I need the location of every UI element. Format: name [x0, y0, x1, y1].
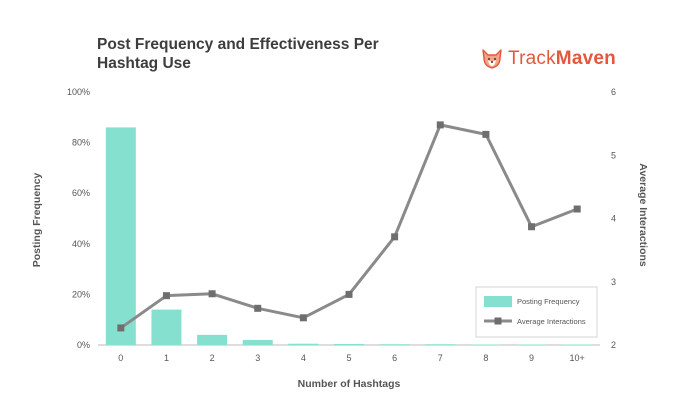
y-axis-title-right: Average Interactions	[637, 163, 649, 267]
line-point-2	[208, 290, 216, 298]
y-tick-right: 2	[611, 340, 616, 350]
y-tick-left: 0%	[77, 340, 90, 350]
legend-label-average-interactions: Average Interactions	[517, 317, 586, 326]
x-axis-title: Number of Hashtags	[298, 378, 401, 390]
x-tick: 9	[529, 353, 534, 363]
y-tick-left: 80%	[72, 138, 90, 148]
line-point-1	[162, 292, 170, 300]
legend-swatch-posting-frequency	[484, 296, 512, 307]
bar-2	[197, 334, 228, 345]
y-tick-left: 100%	[67, 87, 90, 97]
x-tick: 2	[210, 353, 215, 363]
line-point-9	[528, 223, 536, 231]
brand-name: TrackMaven	[508, 48, 616, 70]
line-point-6	[391, 233, 399, 241]
y-tick-left: 60%	[72, 188, 90, 198]
y-axis-title-left: Posting Frequency	[31, 173, 43, 268]
line-point-10+	[573, 205, 581, 213]
legend-marker-average-interactions	[494, 317, 502, 325]
y-tick-right: 4	[611, 214, 616, 224]
bar-4	[288, 343, 319, 345]
x-tick: 5	[346, 353, 351, 363]
chart-title-line-2: Hashtag Use	[97, 55, 191, 72]
x-tick: 7	[438, 353, 443, 363]
x-tick: 0	[118, 353, 123, 363]
bar-5	[334, 343, 364, 345]
chart-title: Post Frequency and Effectiveness Per Has…	[97, 35, 379, 73]
x-tick: 8	[483, 353, 488, 363]
line-point-3	[254, 304, 262, 312]
line-point-4	[299, 314, 307, 322]
chart-title-line-1: Post Frequency and Effectiveness Per	[97, 36, 379, 53]
line-point-5	[345, 290, 353, 298]
line-point-7	[436, 121, 444, 129]
line-point-8	[482, 130, 490, 138]
legend-box	[475, 286, 598, 338]
x-tick: 3	[255, 353, 260, 363]
x-tick: 10+	[570, 353, 585, 363]
trackmaven-logo: TrackMaven	[480, 48, 616, 70]
bar-7	[425, 344, 456, 345]
brand-name-maven: Maven	[555, 48, 616, 69]
bar-9	[516, 344, 547, 345]
y-tick-left: 40%	[72, 239, 90, 249]
y-tick-right: 3	[611, 277, 616, 287]
brand-name-track: Track	[508, 48, 556, 69]
corgi-dog-icon	[482, 49, 502, 69]
bar-8	[470, 344, 501, 345]
y-tick-right: 6	[611, 87, 616, 97]
x-tick: 4	[301, 353, 306, 363]
bar-6	[379, 344, 410, 345]
bar-1	[151, 309, 182, 345]
legend-label-posting-frequency: Posting Frequency	[517, 297, 580, 306]
bar-3	[242, 339, 273, 345]
y-tick-left: 20%	[72, 289, 90, 299]
line-point-0	[117, 324, 125, 332]
x-tick: 6	[392, 353, 397, 363]
x-tick: 1	[164, 353, 169, 363]
y-tick-right: 5	[611, 150, 616, 160]
bar-10+	[562, 344, 593, 345]
bar-0	[105, 127, 136, 345]
